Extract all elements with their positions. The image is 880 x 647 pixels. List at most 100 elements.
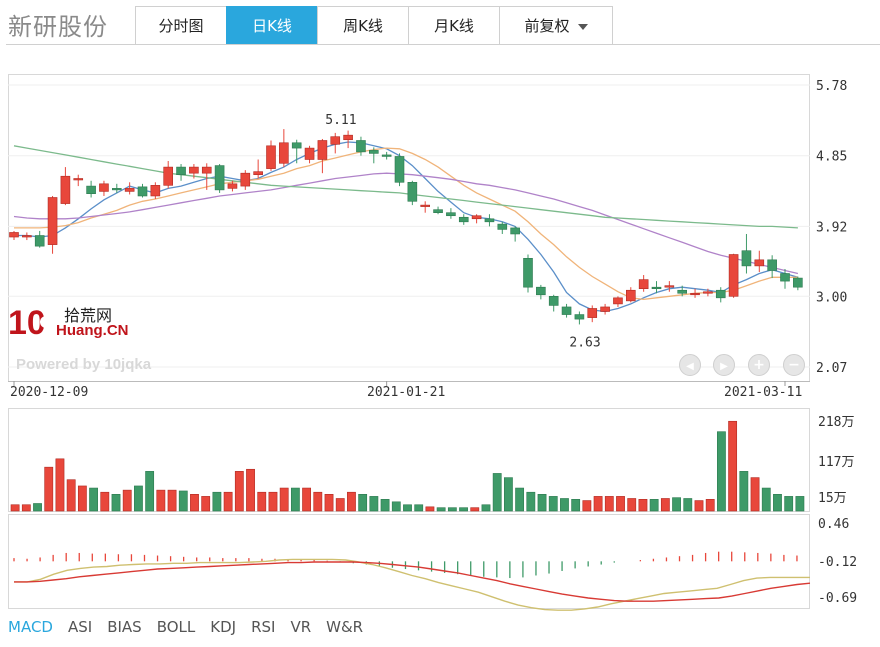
volume-bar (223, 491, 233, 512)
candle (484, 214, 495, 227)
price-panel-border (8, 74, 810, 382)
price-annotation: 2.63 (569, 335, 600, 350)
tab-intraday[interactable]: 分时图 (135, 6, 227, 44)
candle (34, 230, 45, 248)
volume-bar (672, 497, 681, 512)
volume-bar (739, 471, 749, 512)
zoom-in-button[interactable]: + (748, 354, 770, 376)
indicator-boll[interactable]: BOLL (156, 618, 196, 636)
candle (446, 208, 456, 219)
candle (60, 167, 71, 206)
volume-bar (660, 498, 670, 512)
candle (548, 294, 559, 312)
ma-line-ma60 (13, 145, 798, 229)
candle (73, 174, 84, 187)
volume-bar (33, 503, 42, 512)
candle (561, 303, 572, 318)
volume-bar (683, 498, 693, 512)
volume-bar (616, 496, 625, 512)
macd-y-tick: -0.12 (818, 555, 857, 570)
candle (510, 226, 520, 242)
volume-bar (201, 496, 211, 512)
volume-bar (324, 494, 334, 512)
volume-y-tick: 15万 (818, 491, 847, 506)
volume-bar (492, 473, 502, 512)
date-tick: 2021-03-11 (724, 385, 802, 400)
price-annotation: 5.11 (325, 113, 356, 128)
volume-bar (167, 489, 177, 512)
date-x-ticks: 2020-12-09 2021-01-21 2021-03-11 (10, 381, 802, 400)
indicator-kdj[interactable]: KDJ (210, 618, 237, 636)
candle (471, 214, 482, 224)
adjust-dropdown[interactable]: 前复权 (499, 6, 613, 44)
scroll-left-button[interactable]: ◀ (679, 354, 701, 376)
candle (715, 287, 726, 303)
candle (587, 305, 598, 323)
candle (330, 132, 341, 154)
scroll-right-button[interactable]: ▶ (713, 354, 735, 376)
price-gridlines (8, 84, 810, 368)
candle (767, 255, 777, 279)
volume-bar (582, 500, 592, 512)
volume-bar (447, 507, 457, 512)
indicator-rsi[interactable]: RSI (251, 618, 276, 636)
volume-bar (750, 477, 760, 512)
candle (625, 287, 636, 303)
candle (317, 138, 328, 174)
candle (613, 296, 623, 307)
tab-daily-k[interactable]: 日K线 (226, 6, 318, 44)
volume-bar (358, 494, 368, 512)
volume-bar (347, 491, 356, 512)
candle (279, 129, 289, 168)
price-y-ticks: 5.78 4.85 3.92 3.00 2.07 (816, 79, 847, 376)
volume-bar (335, 498, 345, 512)
indicator-bias[interactable]: BIAS (107, 618, 142, 636)
candle (266, 140, 276, 171)
tab-weekly-k[interactable]: 周K线 (317, 6, 409, 44)
indicator-wr[interactable]: W&R (326, 618, 364, 636)
volume-bar (571, 499, 581, 512)
volume-bar (212, 491, 222, 512)
indicator-macd[interactable]: MACD (8, 618, 53, 636)
volume-bar (717, 431, 726, 512)
candle (343, 130, 353, 149)
volume-bar (44, 466, 54, 512)
arrow-right-icon: ▶ (720, 361, 728, 372)
candle (420, 201, 431, 213)
zoom-out-button[interactable]: − (783, 354, 805, 376)
macd-line-dif (14, 558, 810, 611)
volume-bar (425, 506, 435, 512)
volume-bar (784, 496, 794, 512)
date-tick: 2021-01-21 (367, 385, 445, 400)
candle (394, 153, 405, 187)
volume-bar (313, 491, 323, 512)
candle (163, 161, 173, 189)
volume-bar (391, 501, 401, 512)
volume-bar (156, 489, 166, 512)
volume-bar (526, 491, 536, 512)
watermark-cn: 拾荒网 (64, 306, 113, 325)
volume-bar (268, 491, 278, 512)
price-y-tick: 5.78 (816, 79, 847, 94)
watermark-en: Huang.CN (56, 322, 129, 339)
macd-lines (14, 558, 811, 611)
candle (137, 183, 148, 198)
indicator-vr[interactable]: VR (290, 618, 312, 636)
macd-y-ticks: 0.46 -0.12 -0.69 (818, 517, 857, 606)
tab-monthly-k[interactable]: 月K线 (408, 6, 500, 44)
candle (651, 281, 662, 294)
candlesticks (9, 129, 803, 325)
volume-bar (470, 507, 480, 512)
candle (189, 164, 199, 179)
volume-bar (279, 487, 289, 512)
volume-panel-border (8, 408, 810, 512)
volume-bar (728, 420, 738, 512)
indicator-asi[interactable]: ASI (67, 618, 93, 636)
brand-logo: 10 (8, 304, 52, 340)
stock-name: 新研股份 (8, 13, 108, 41)
volume-bar (111, 494, 121, 512)
volume-bar (257, 491, 267, 512)
candle (741, 233, 752, 274)
volume-bar (773, 494, 782, 512)
